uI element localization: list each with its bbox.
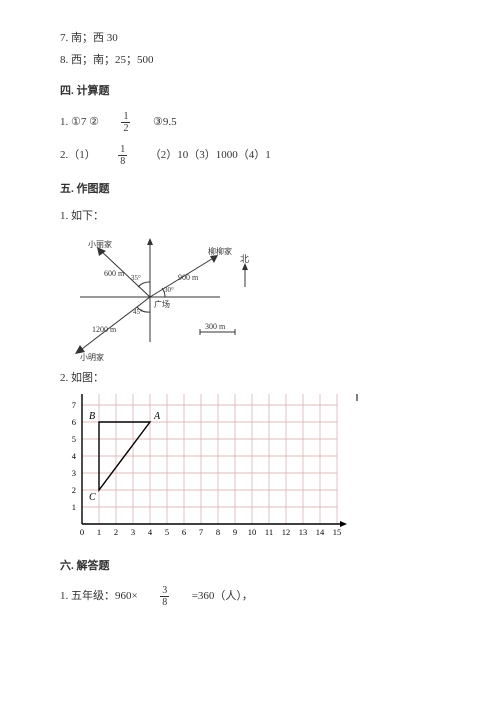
s4-q1-fraction: 1 2 — [121, 111, 130, 134]
section4-title: 四. 计算题 — [60, 83, 440, 101]
section5-q1: 1. 如下： — [60, 208, 440, 226]
section5-title: 五. 作图题 — [60, 181, 440, 199]
svg-text:3: 3 — [131, 527, 135, 537]
svg-text:1: 1 — [97, 527, 101, 537]
d1-600: 600 m — [104, 269, 125, 278]
d1-a30: 30° — [164, 286, 174, 294]
svg-text:7: 7 — [72, 400, 76, 410]
s4-q1-suffix: ③9.5 — [153, 116, 177, 128]
svg-text:A: A — [153, 411, 161, 422]
svg-text:2: 2 — [72, 485, 76, 495]
frac-num: 3 — [160, 585, 169, 597]
svg-text:7: 7 — [199, 527, 203, 537]
s6-q1-prefix: 1. 五年级：960× — [60, 590, 138, 602]
svg-text:4: 4 — [72, 451, 77, 461]
svg-text:6: 6 — [72, 417, 76, 427]
svg-text:14: 14 — [316, 527, 325, 537]
d1-xm: 小明家 — [80, 352, 104, 362]
section5-q2: 2. 如图： — [60, 370, 440, 388]
d1-gd: 广场 — [154, 299, 170, 309]
svg-text:4: 4 — [148, 527, 153, 537]
frac-num: 1 — [121, 111, 130, 123]
diagram2-svg: 0123456789101112131415123456789ABC北 — [60, 394, 370, 544]
svg-text:2: 2 — [114, 527, 118, 537]
frac-den: 8 — [160, 597, 169, 608]
svg-text:9: 9 — [233, 527, 237, 537]
svg-text:8: 8 — [216, 527, 220, 537]
intro-line-8: 8. 西；南；25；500 — [60, 52, 440, 70]
d1-ly: 柳柳家 — [208, 246, 232, 256]
frac-den: 2 — [121, 123, 130, 134]
d1-xl: 小丽家 — [88, 239, 112, 249]
d1-a45: 45° — [133, 308, 143, 316]
svg-text:13: 13 — [299, 527, 308, 537]
s6-q1-suffix: =360（人）， — [192, 590, 253, 602]
section4-q2: 2.（1） 1 8 （2）10（3）1000（4）1 — [60, 144, 440, 167]
svg-text:15: 15 — [333, 527, 342, 537]
diagram1-svg: 北 300 m 小丽家 柳柳家 广场 小明家 600 m 900 m 1200 … — [60, 232, 270, 362]
svg-text:C: C — [89, 492, 96, 503]
section6-q1: 1. 五年级：960× 3 8 =360（人）， — [60, 585, 440, 608]
svg-text:0: 0 — [80, 527, 84, 537]
intro-line-7: 7. 南；西 30 — [60, 30, 440, 48]
s4-q2-prefix: 2.（1） — [60, 149, 96, 161]
svg-text:5: 5 — [165, 527, 169, 537]
frac-den: 8 — [118, 156, 127, 167]
svg-text:3: 3 — [72, 468, 76, 478]
svg-text:10: 10 — [248, 527, 257, 537]
s4-q2-fraction: 1 8 — [118, 144, 127, 167]
svg-text:5: 5 — [72, 434, 76, 444]
d1-900: 900 m — [178, 273, 199, 282]
svg-text:1: 1 — [72, 502, 76, 512]
d1-scale: 300 m — [205, 322, 226, 331]
d1-1200: 1200 m — [92, 325, 117, 334]
s4-q1-prefix: 1. ①7 ② — [60, 116, 99, 128]
svg-text:B: B — [89, 411, 95, 422]
section6-title: 六. 解答题 — [60, 558, 440, 576]
svg-text:12: 12 — [282, 527, 291, 537]
section4-q1: 1. ①7 ② 1 2 ③9.5 — [60, 111, 440, 134]
svg-text:11: 11 — [265, 527, 273, 537]
svg-text:6: 6 — [182, 527, 186, 537]
s4-q2-suffix: （2）10（3）1000（4）1 — [150, 149, 271, 161]
frac-num: 1 — [118, 144, 127, 156]
s6-q1-fraction: 3 8 — [160, 585, 169, 608]
d1-a35: 35° — [131, 274, 141, 282]
d1-north: 北 — [240, 254, 249, 264]
